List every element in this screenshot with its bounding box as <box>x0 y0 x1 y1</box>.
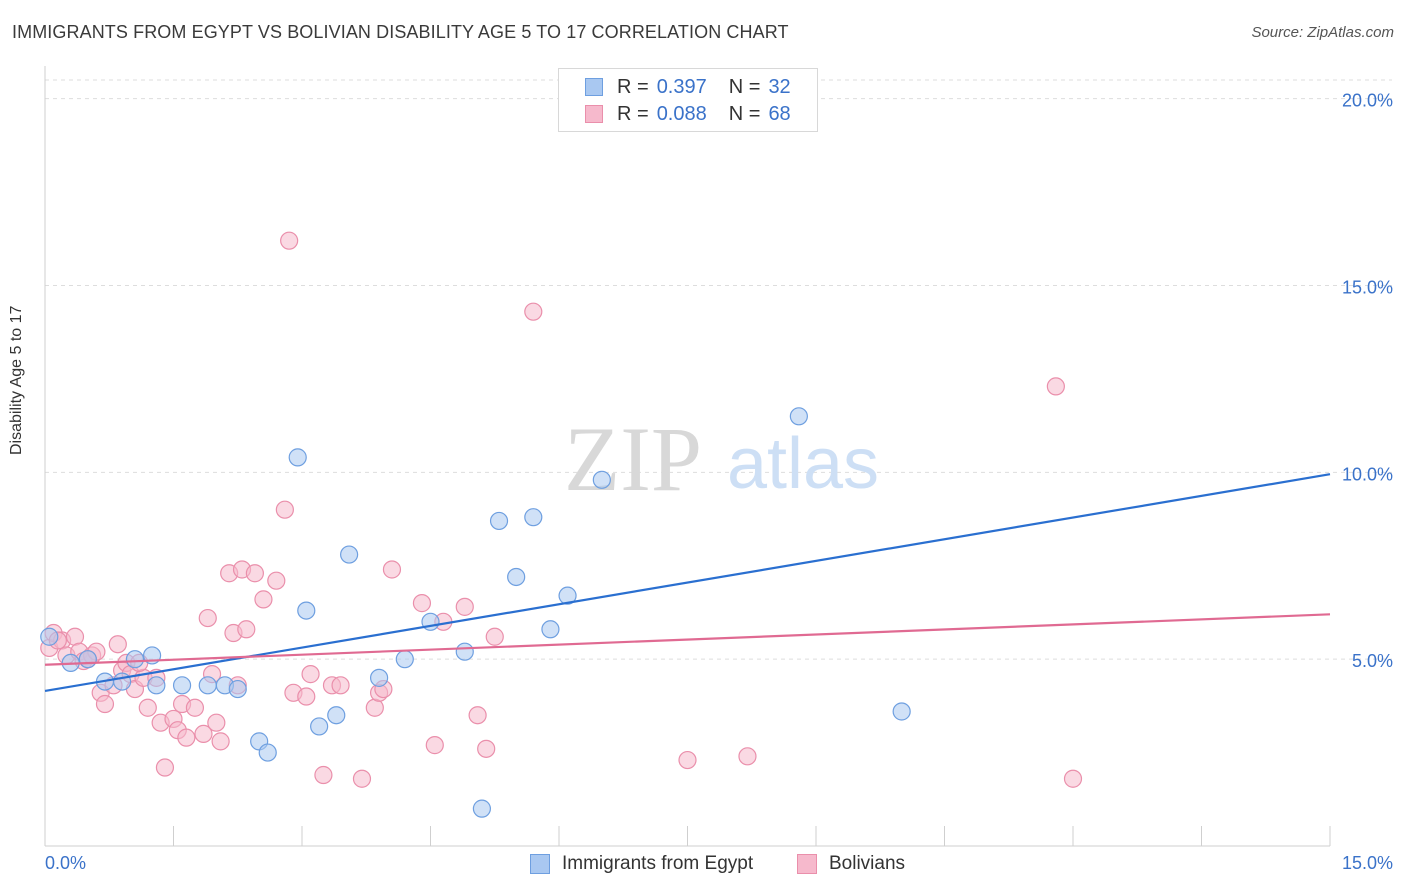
bolivians-swatch <box>585 105 603 123</box>
egypt-point <box>524 508 543 527</box>
stats-legend: R = 0.397 N = 32 R = 0.088 N = 68 <box>558 68 818 132</box>
bolivians-point <box>254 590 273 609</box>
egypt-trend-line <box>44 473 1331 693</box>
egypt-point <box>592 470 611 489</box>
egypt-point <box>541 620 560 639</box>
bolivians-point <box>194 724 213 744</box>
stats-row-bolivians: R = 0.088 N = 68 <box>585 103 813 125</box>
bolivians-point <box>412 594 432 613</box>
egypt-point <box>340 545 359 564</box>
bolivians-point <box>177 728 196 747</box>
egypt-point <box>310 717 329 736</box>
tick-labels: 5.0% 10.0% 15.0% 20.0% 0.0% 15.0% <box>45 91 1393 873</box>
bolivians-point <box>455 597 474 616</box>
bolivians-point <box>211 732 230 751</box>
egypt-legend-label: Immigrants from Egypt <box>562 853 754 874</box>
r-value-egypt: 0.397 <box>656 75 707 98</box>
egypt-point <box>198 676 217 695</box>
bolivians-point <box>1063 769 1083 788</box>
egypt-point <box>370 668 389 687</box>
egypt-point <box>125 650 145 669</box>
bolivians-point <box>198 608 217 628</box>
egypt-point <box>892 702 911 721</box>
bolivians-point <box>524 302 543 321</box>
egypt-point <box>40 627 59 646</box>
egypt-point <box>395 650 414 669</box>
bolivians-point <box>678 750 697 770</box>
bolivians-point <box>267 571 286 590</box>
y-tick-label: 5.0% <box>1352 651 1393 671</box>
r-label: R = <box>617 75 649 98</box>
bolivians-point <box>331 676 350 695</box>
bolivians-point <box>297 687 316 706</box>
bolivians-point <box>65 627 85 646</box>
x-tick-label: 0.0% <box>45 853 86 873</box>
bolivians-legend-swatch <box>797 854 817 874</box>
y-axis-label: Disability Age 5 to 17 <box>8 305 25 455</box>
bolivians-point <box>108 635 127 654</box>
egypt-legend-swatch <box>530 854 550 874</box>
n-value-bolivians: 68 <box>768 102 791 125</box>
egypt-point <box>327 706 346 725</box>
egypt-point <box>489 511 509 531</box>
watermark-zip: ZIP <box>564 408 702 510</box>
bolivians-points <box>40 231 1083 788</box>
egypt-point <box>558 586 577 605</box>
egypt-point <box>789 407 808 426</box>
legend-item-egypt: Immigrants from Egypt <box>530 851 753 877</box>
n-label: N = <box>728 75 761 98</box>
r-value-bolivians: 0.088 <box>656 102 707 125</box>
bolivians-point <box>468 706 487 725</box>
egypt-point <box>288 448 307 467</box>
egypt-point <box>112 672 132 691</box>
bolivians-trend-line <box>44 613 1331 666</box>
egypt-point <box>297 601 316 620</box>
bolivians-point <box>237 620 256 639</box>
bolivians-point <box>352 769 372 788</box>
egypt-point <box>472 799 491 818</box>
bolivians-point <box>365 698 384 717</box>
trend-lines <box>44 473 1331 693</box>
legend-item-bolivians: Bolivians <box>797 851 905 877</box>
bolivians-point <box>95 694 115 714</box>
bolivians-point <box>382 560 402 579</box>
egypt-swatch <box>585 78 603 96</box>
x-tick-label: 15.0% <box>1342 853 1393 873</box>
n-label: N = <box>728 102 761 125</box>
egypt-point <box>172 676 192 695</box>
bolivians-point <box>314 765 333 785</box>
bolivians-point <box>280 231 299 250</box>
egypt-point <box>228 679 247 699</box>
y-tick-label: 15.0% <box>1342 278 1393 298</box>
egypt-point <box>455 642 474 661</box>
bolivians-point <box>1046 377 1065 396</box>
egypt-point <box>507 567 526 587</box>
egypt-point <box>78 650 97 669</box>
y-tick-label: 20.0% <box>1342 91 1393 111</box>
bolivians-point <box>485 627 504 646</box>
bolivians-point <box>155 758 175 777</box>
bolivians-point <box>138 698 157 717</box>
y-tick-label: 10.0% <box>1342 464 1393 484</box>
egypt-point <box>258 743 277 762</box>
bolivians-point <box>738 747 757 766</box>
chart-title: IMMIGRANTS FROM EGYPT VS BOLIVIAN DISABI… <box>12 22 789 42</box>
r-label: R = <box>617 102 649 125</box>
bolivians-point <box>207 713 226 732</box>
axes <box>44 66 1331 847</box>
watermark-atlas: atlas <box>727 424 879 504</box>
source-credit: Source: ZipAtlas.com <box>1251 24 1394 41</box>
stats-row-egypt: R = 0.397 N = 32 <box>585 76 813 98</box>
watermark: ZIP atlas <box>564 408 879 510</box>
bolivians-point <box>301 665 320 684</box>
bolivians-point <box>425 736 444 755</box>
bolivians-legend-label: Bolivians <box>829 853 906 874</box>
n-value-egypt: 32 <box>768 75 791 98</box>
bolivians-point <box>185 698 205 717</box>
egypt-point <box>147 676 166 695</box>
bolivians-point <box>477 739 496 758</box>
bolivians-point <box>275 500 294 519</box>
bolivians-point <box>245 564 264 583</box>
